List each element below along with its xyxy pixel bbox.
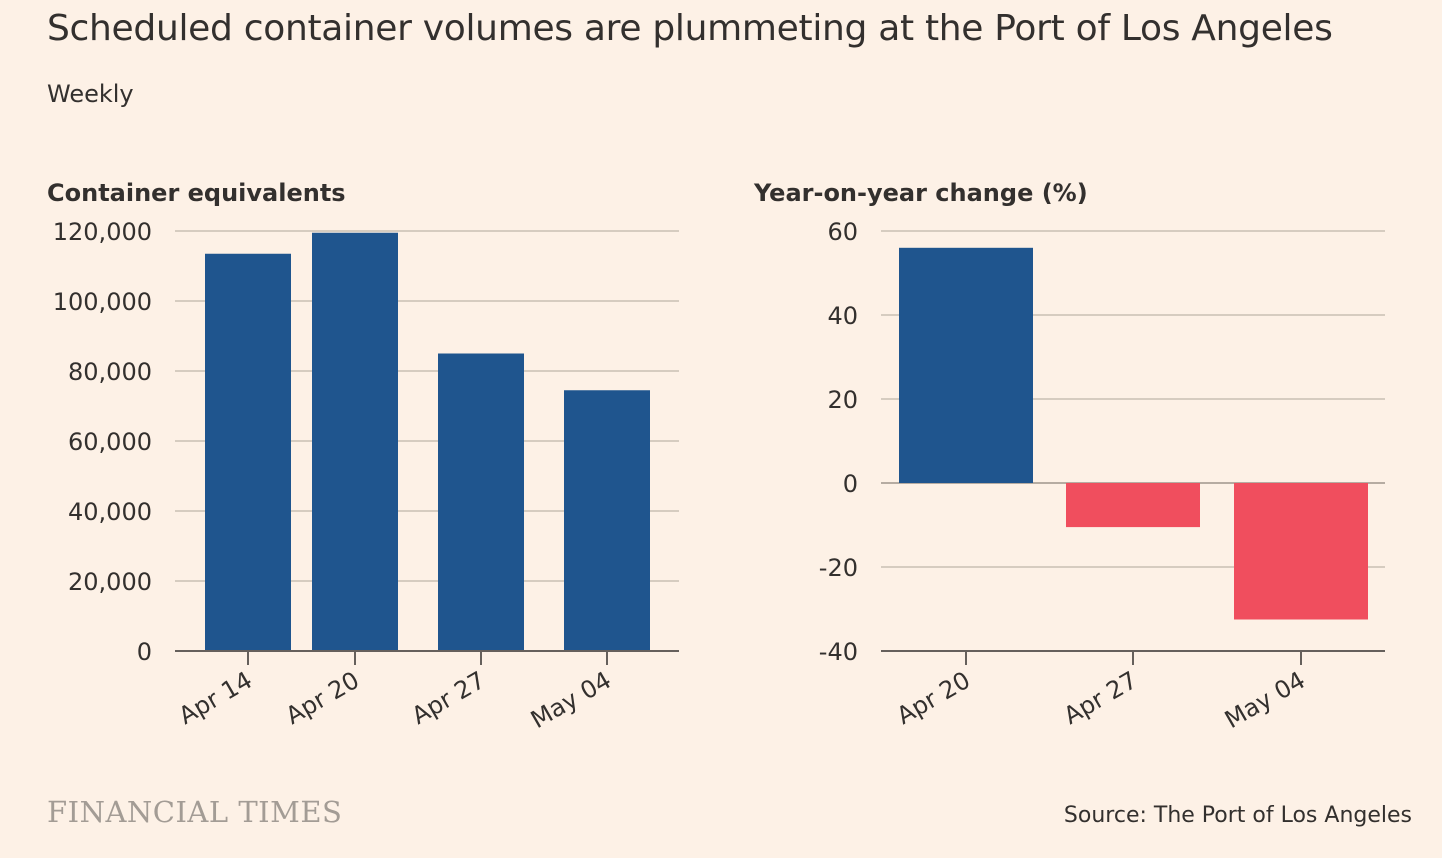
left-chart-title: Container equivalents <box>47 179 346 207</box>
right-y-tick-label: 60 <box>827 218 858 246</box>
chart-container-volumes: Container equivalents 0 20,000 40,000 60,00… <box>47 179 679 734</box>
right-bar-apr-20 <box>899 247 1033 483</box>
left-x-tick-label: Apr 20 <box>281 666 364 730</box>
left-x-tick-labels: Apr 14 Apr 20 Apr 27 May 04 <box>174 666 616 734</box>
left-x-tick-label: May 04 <box>526 666 616 734</box>
right-chart-title: Year-on-year change (%) <box>753 179 1088 207</box>
financial-times-logo: FINANCIAL TIMES <box>47 795 343 829</box>
left-y-tick-label: 80,000 <box>68 358 152 386</box>
right-bars <box>899 247 1368 620</box>
left-y-tick-label: 20,000 <box>68 568 152 596</box>
left-x-tick-label: Apr 27 <box>407 666 490 730</box>
left-y-tick-labels: 0 20,000 40,000 60,000 80,000 100,000 120,000 <box>53 218 152 666</box>
left-bar-apr-27 <box>438 353 524 651</box>
right-x-tick-label: Apr 20 <box>892 666 975 730</box>
right-y-tick-label: 20 <box>827 386 858 414</box>
left-y-tick-label: 0 <box>137 638 152 666</box>
chart-subtitle: Weekly <box>47 80 134 108</box>
chart-yoy-change: Year-on-year change (%) -40 -20 0 20 40 60 Ap… <box>753 179 1385 734</box>
left-bar-apr-14 <box>205 253 291 651</box>
left-y-tick-label: 40,000 <box>68 498 152 526</box>
left-bars <box>205 232 650 651</box>
source-note: Source: The Port of Los Angeles <box>1063 803 1412 828</box>
left-bar-may-04 <box>564 390 650 651</box>
left-y-tick-label: 100,000 <box>53 288 152 316</box>
right-y-tick-label: -20 <box>819 554 858 582</box>
right-x-axis <box>881 650 1385 665</box>
chart-title: Scheduled container volumes are plummeti… <box>47 8 1333 49</box>
right-y-tick-label: -40 <box>819 638 858 666</box>
right-x-tick-label: Apr 27 <box>1059 666 1142 730</box>
right-bar-apr-27 <box>1066 483 1200 528</box>
left-x-tick-label: Apr 14 <box>174 666 257 730</box>
right-y-tick-label: 40 <box>827 302 858 330</box>
left-y-tick-label: 60,000 <box>68 428 152 456</box>
left-y-tick-label: 120,000 <box>53 218 152 246</box>
left-bar-apr-20 <box>312 232 398 651</box>
right-y-tick-labels: -40 -20 0 20 40 60 <box>819 218 858 666</box>
right-x-tick-labels: Apr 20 Apr 27 May 04 <box>892 666 1310 734</box>
right-x-tick-label: May 04 <box>1220 666 1310 734</box>
left-x-axis <box>175 650 679 665</box>
right-bar-may-04 <box>1234 483 1368 620</box>
right-y-tick-label: 0 <box>843 470 858 498</box>
